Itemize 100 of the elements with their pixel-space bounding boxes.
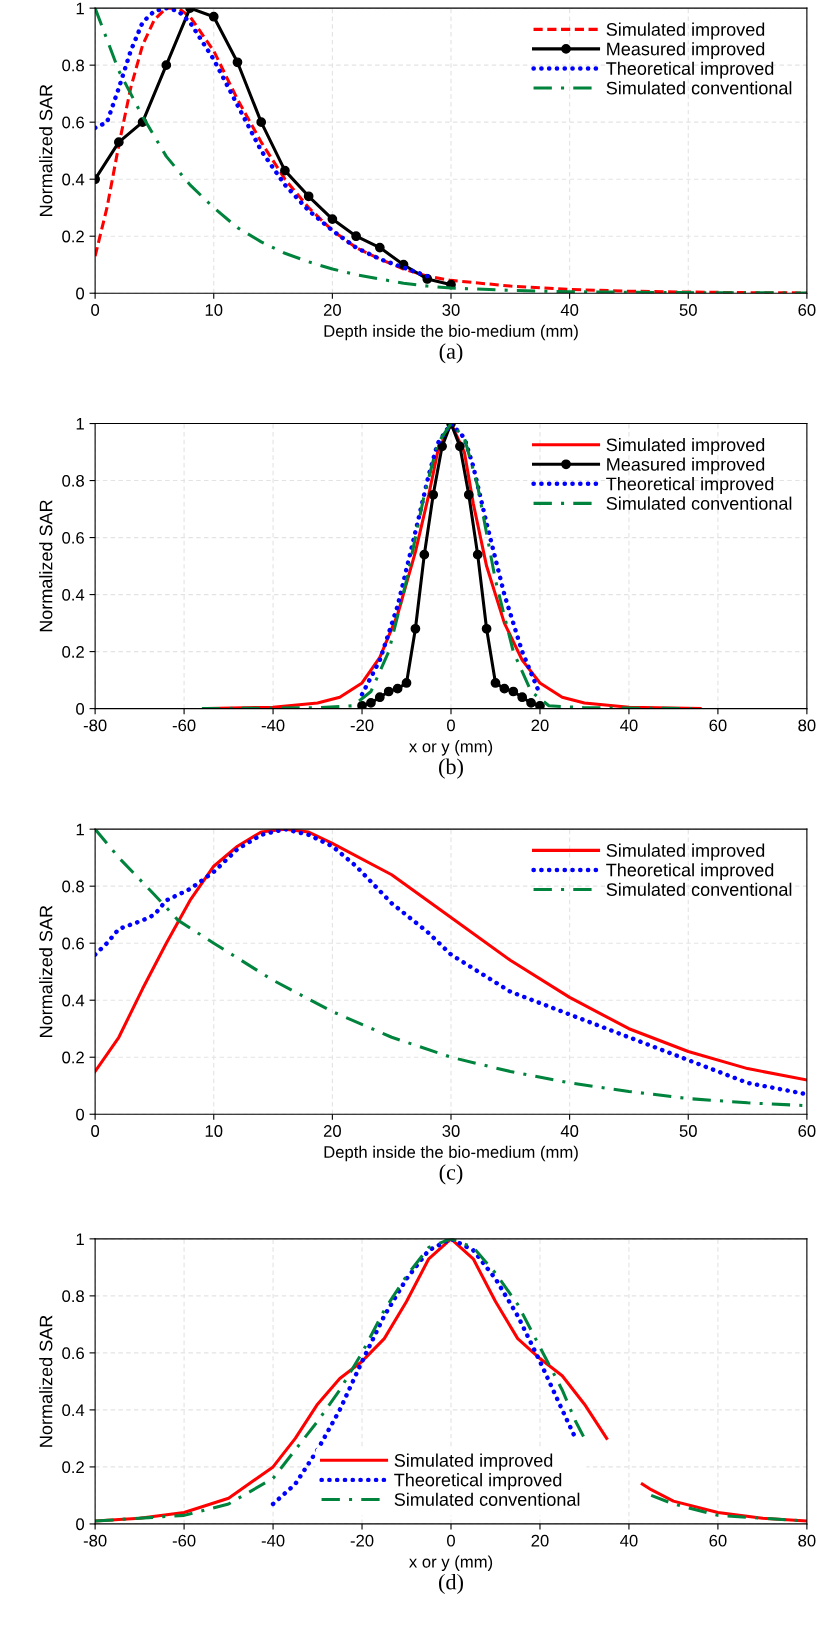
x-tick-label: 0 bbox=[91, 304, 100, 316]
legend-label: Simulated improved bbox=[394, 1453, 553, 1471]
x-tick-label: -20 bbox=[350, 1534, 374, 1547]
legend-label: Simulated improved bbox=[606, 437, 765, 455]
x-tick-label: -40 bbox=[261, 719, 285, 732]
point bbox=[499, 683, 510, 694]
x-axis-title: Depth inside the bio-medium (mm) bbox=[324, 324, 578, 341]
x-tick-label: 60 bbox=[709, 719, 727, 732]
y-tick-label: 0.6 bbox=[62, 531, 84, 544]
point bbox=[526, 698, 536, 708]
point bbox=[366, 698, 376, 708]
legend-label: Measured improved bbox=[607, 457, 765, 475]
x-axis-title: x or y (mm) bbox=[409, 1555, 493, 1571]
legend-label: Simulated conventional bbox=[606, 882, 792, 896]
y-tick-label: 0.6 bbox=[62, 1347, 84, 1360]
legend-label: Simulated conventional bbox=[606, 496, 792, 510]
x-tick-label: -80 bbox=[83, 1534, 107, 1547]
y-tick-label: 0.8 bbox=[62, 880, 84, 893]
x-tick-label: 40 bbox=[620, 1534, 638, 1547]
point bbox=[437, 441, 447, 452]
y-axis-title: Normalized SAR bbox=[39, 905, 53, 1037]
point bbox=[256, 117, 267, 128]
y-tick-label: 1 bbox=[76, 823, 84, 836]
x-tick-label: 40 bbox=[560, 1125, 579, 1137]
x-tick-label: 60 bbox=[798, 1125, 816, 1137]
point bbox=[517, 692, 528, 703]
text: (d) bbox=[439, 1573, 463, 1595]
x-tick-label: 30 bbox=[442, 1125, 460, 1137]
legend-label: Simulated conventional bbox=[394, 1492, 580, 1506]
x-tick-label: -60 bbox=[172, 719, 196, 732]
y-tick-label: 0.2 bbox=[62, 230, 84, 243]
text: (c) bbox=[439, 1164, 463, 1185]
x-tick-label: 0 bbox=[447, 1534, 455, 1547]
x-axis-title: Depth inside the bio-medium (mm) bbox=[324, 1145, 578, 1162]
point bbox=[472, 549, 483, 560]
x-tick-label: 40 bbox=[620, 719, 638, 732]
point bbox=[535, 700, 545, 709]
x-tick-label: -40 bbox=[261, 1534, 285, 1547]
y-tick-label: 0.4 bbox=[62, 1404, 85, 1417]
point bbox=[490, 678, 501, 688]
legend-label: Theoretical improved bbox=[606, 61, 774, 79]
point bbox=[463, 489, 474, 500]
point bbox=[401, 678, 412, 688]
x-tick-label: -20 bbox=[350, 719, 374, 732]
point bbox=[327, 214, 338, 224]
x-tick-label: 30 bbox=[442, 304, 460, 316]
point bbox=[410, 623, 421, 634]
y-axis-title: Normalized SAR bbox=[39, 84, 53, 216]
x-tick-label: 20 bbox=[323, 304, 341, 316]
x-tick-label: 20 bbox=[531, 719, 549, 732]
y-tick-label: 0.4 bbox=[62, 588, 85, 601]
point bbox=[455, 441, 465, 452]
x-tick-label: 0 bbox=[447, 719, 455, 732]
y-tick-label: 0.2 bbox=[62, 1051, 84, 1064]
point bbox=[374, 692, 385, 703]
point bbox=[383, 686, 394, 697]
y-tick-label: 0 bbox=[76, 1108, 85, 1121]
y-tick-label: 0.6 bbox=[62, 116, 84, 129]
y-tick-label: 0.2 bbox=[62, 646, 84, 658]
point bbox=[419, 549, 430, 560]
y-axis-title: Normalized SAR bbox=[39, 500, 53, 632]
x-tick-label: -60 bbox=[172, 1534, 196, 1547]
x-tick-label: 60 bbox=[709, 1534, 727, 1547]
y-tick-label: 0.8 bbox=[62, 59, 84, 72]
point bbox=[508, 686, 519, 697]
point bbox=[280, 165, 290, 176]
y-tick-label: 0.8 bbox=[62, 474, 84, 487]
point bbox=[357, 700, 367, 709]
point bbox=[351, 231, 361, 242]
point bbox=[161, 60, 172, 71]
point bbox=[208, 11, 219, 22]
point bbox=[481, 623, 492, 634]
x-tick-label: 60 bbox=[798, 304, 816, 316]
y-tick-label: 0.4 bbox=[62, 994, 85, 1007]
point bbox=[428, 489, 439, 500]
legend-label: Measured improved bbox=[607, 42, 765, 59]
x-tick-label: 80 bbox=[798, 719, 816, 732]
x-tick-label: 0 bbox=[91, 1125, 100, 1137]
y-tick-label: 1 bbox=[76, 418, 84, 430]
y-axis-title: Normalized SAR bbox=[39, 1315, 53, 1447]
y-tick-label: 0 bbox=[76, 703, 85, 715]
point bbox=[374, 242, 385, 253]
y-tick-label: 0 bbox=[76, 1518, 85, 1531]
legend-label: Simulated improved bbox=[606, 22, 765, 40]
point bbox=[392, 683, 403, 694]
point bbox=[303, 191, 314, 202]
point bbox=[232, 57, 243, 68]
legend-label: Simulated conventional bbox=[606, 81, 792, 95]
y-tick-label: 1 bbox=[76, 1233, 84, 1245]
point bbox=[113, 137, 124, 147]
x-tick-label: 80 bbox=[798, 1534, 816, 1547]
x-tick-label: 20 bbox=[323, 1125, 341, 1137]
x-tick-label: 40 bbox=[560, 304, 579, 316]
text: (b) bbox=[439, 758, 463, 779]
legend-label: Theoretical improved bbox=[606, 477, 774, 494]
legend-label: Theoretical improved bbox=[394, 1473, 562, 1490]
y-tick-label: 1 bbox=[76, 2, 84, 15]
x-tick-label: 50 bbox=[679, 1125, 697, 1137]
line-series bbox=[270, 1238, 578, 1507]
text: (a) bbox=[439, 343, 463, 364]
